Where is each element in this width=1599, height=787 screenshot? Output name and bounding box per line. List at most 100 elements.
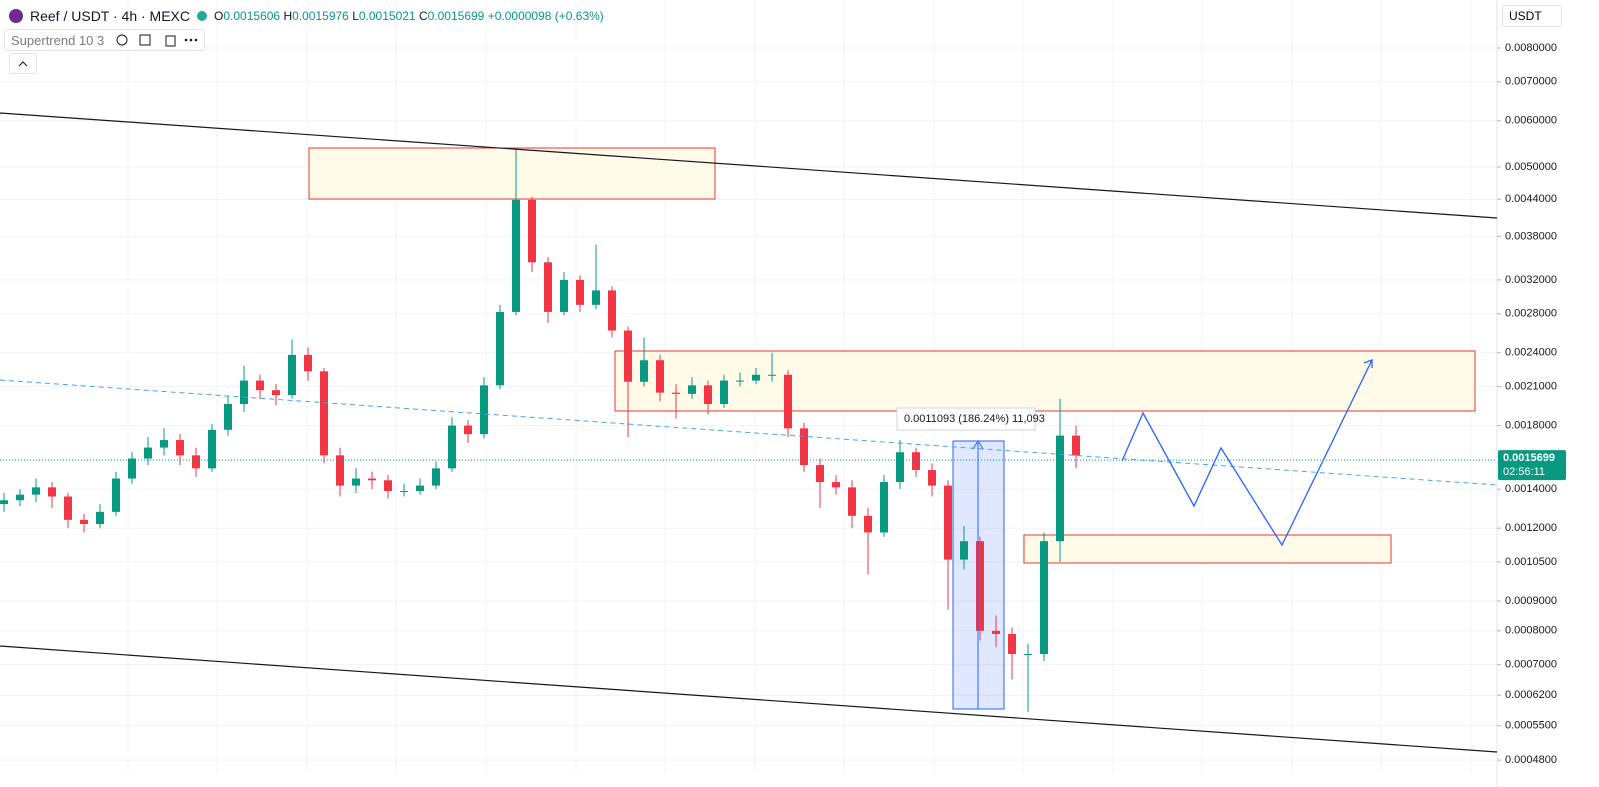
symbol-header: Reef / USDT · 4h · MEXC O0.0015606 H0.00… — [8, 6, 604, 26]
candle-body — [768, 374, 776, 376]
candle-body — [112, 478, 120, 512]
zone — [614, 350, 1476, 412]
candle-body — [16, 494, 24, 501]
candle-body — [144, 447, 152, 459]
candle-body — [32, 487, 40, 495]
candle-body — [592, 290, 600, 305]
candle-body — [496, 311, 504, 386]
candle-body — [688, 385, 696, 394]
ohlc-label: O — [214, 9, 224, 23]
candle-body — [928, 470, 936, 486]
candle-body — [816, 465, 824, 483]
countdown: 02:56:11 — [1503, 466, 1545, 478]
ohlc-value: 0.0015699 — [427, 9, 485, 23]
candle-body — [672, 392, 680, 394]
candle-body — [208, 429, 216, 469]
y-tick-label: 0.0038000 — [1505, 230, 1557, 242]
y-tick-label: 0.0009000 — [1505, 595, 1557, 607]
y-tick-label: 0.0050000 — [1505, 161, 1557, 173]
candle-body — [832, 482, 840, 488]
change: +0.0000098 (+0.63%) — [487, 9, 604, 23]
candle-body — [976, 541, 984, 631]
candle-body — [304, 354, 312, 372]
trend-lines — [0, 112, 1498, 753]
candle-body — [992, 630, 1000, 635]
y-tick-label: 0.0012000 — [1505, 522, 1557, 534]
candle-body — [784, 374, 792, 429]
candle-body — [512, 199, 520, 312]
y-tick-label: 0.0070000 — [1505, 76, 1557, 88]
measure-label: 0.0011093 (186.24%) 11,093 — [904, 413, 1045, 425]
y-tick-label: 0.0021000 — [1505, 380, 1557, 392]
candle-body — [752, 374, 760, 381]
candle-body — [800, 428, 808, 466]
candle-body — [640, 360, 648, 382]
candle-body — [576, 279, 584, 305]
candle-body — [80, 519, 88, 525]
candle-body — [448, 425, 456, 469]
candle-body — [480, 385, 488, 435]
candle-body — [224, 404, 232, 430]
candles — [0, 149, 1080, 713]
candle-body — [336, 455, 344, 486]
candle-body — [528, 199, 536, 263]
currency-select[interactable]: USDT — [1502, 5, 1562, 27]
candle-body — [848, 487, 856, 516]
candle-body — [192, 455, 200, 469]
ohlc-label: C — [418, 9, 428, 23]
candle-body — [720, 380, 728, 405]
candle-body — [736, 380, 744, 382]
candle-body — [416, 485, 424, 491]
candle-body — [896, 452, 904, 483]
candle-body — [544, 262, 552, 312]
y-tick-label: 0.0060000 — [1505, 115, 1557, 127]
candle-body — [464, 425, 472, 435]
y-tick-label: 0.0006200 — [1505, 689, 1557, 701]
candle-body — [608, 290, 616, 331]
last-price-label: 0.0015699 — [1503, 452, 1555, 464]
candle-body — [944, 485, 952, 560]
y-tick-label: 0.0007000 — [1505, 659, 1557, 671]
y-tick-label: 0.0080000 — [1505, 42, 1557, 54]
y-tick-label: 0.0008000 — [1505, 625, 1557, 637]
candle-body — [400, 490, 408, 492]
ohlc-value: 0.0015021 — [358, 9, 416, 23]
ohlc-value: 0.0015976 — [292, 9, 349, 23]
candle-body — [272, 390, 280, 396]
status-dot — [197, 11, 208, 21]
candle-body — [96, 511, 104, 525]
candle-body — [560, 279, 568, 312]
symbol[interactable]: Reef / USDT · 4h · MEXC — [30, 8, 191, 24]
candle-body — [432, 468, 440, 486]
candle-body — [864, 515, 872, 533]
zone — [1023, 534, 1392, 564]
indicator-actions[interactable] — [116, 33, 198, 47]
y-tick-label: 0.0014000 — [1505, 483, 1557, 495]
candle-body — [64, 496, 72, 520]
drawings — [308, 147, 1476, 710]
zone — [308, 147, 716, 200]
collapse-button[interactable] — [9, 53, 37, 74]
y-tick-label: 0.0032000 — [1505, 274, 1557, 286]
indicator-name: Supertrend 10 3 — [11, 32, 105, 48]
ohlc: O0.0015606 H0.0015976 L0.0015021 C0.0015… — [214, 9, 604, 23]
indicator[interactable]: Supertrend 10 3 — [4, 29, 206, 51]
measure-label-box — [896, 407, 1036, 431]
chevron — [18, 61, 28, 67]
y-tick-label: 0.0010500 — [1505, 556, 1557, 568]
ohlc-value: 0.0015606 — [223, 9, 281, 23]
y-tick-label: 0.0018000 — [1505, 419, 1557, 431]
candle-body — [256, 380, 264, 391]
candle-body — [1072, 435, 1080, 456]
symbol-icon — [9, 9, 23, 23]
y-tick-label: 0.0024000 — [1505, 347, 1557, 359]
candle-body — [288, 354, 296, 396]
candle-body — [384, 480, 392, 491]
candle-body — [368, 478, 376, 481]
ohlc-label: L — [352, 9, 359, 23]
candle-body — [912, 452, 920, 471]
candle-body — [48, 487, 56, 497]
last-price-badge — [1498, 450, 1566, 481]
